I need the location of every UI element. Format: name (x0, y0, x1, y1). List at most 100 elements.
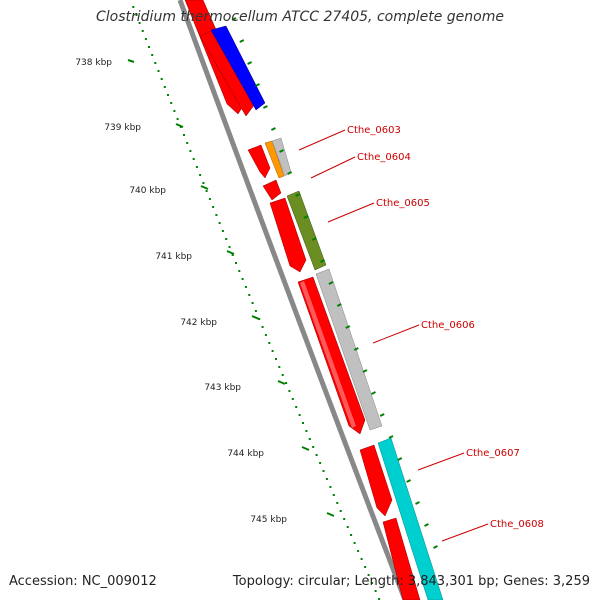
scale-minor-tick (367, 574, 370, 576)
scale-minor-tick (319, 462, 322, 464)
scale-minor-tick (322, 470, 325, 472)
scale-major-tick (127, 59, 135, 63)
outer-track-tick (311, 237, 317, 241)
scale-minor-tick (312, 446, 315, 448)
scale-minor-tick (371, 582, 374, 584)
scale-minor-tick (285, 382, 288, 384)
scale-minor-tick (325, 478, 328, 480)
outer-track-tick (371, 391, 376, 395)
genome-title: Clostridium thermocellum ATCC 27405, com… (96, 9, 504, 25)
gene-feature-blue (210, 25, 266, 111)
scale-minor-tick (281, 374, 284, 376)
outer-track-tick (415, 501, 420, 505)
outer-track-tick (397, 457, 403, 461)
scale-minor-tick (378, 598, 381, 600)
scale-minor-tick (251, 302, 254, 304)
scale-minor-tick (244, 286, 247, 288)
scale-minor-tick (154, 62, 157, 64)
scale-minor-tick (225, 238, 228, 240)
gene-label[interactable]: Cthe_0605 (376, 198, 430, 209)
outer-track-ticks (231, 17, 438, 549)
scale-minor-tick (183, 134, 185, 136)
outer-track-tick (379, 413, 385, 417)
scale-minor-tick (238, 270, 241, 272)
outer-track-tick (424, 523, 429, 527)
scale-minor-tick (151, 54, 154, 56)
scale-label: 742 kbp (180, 318, 217, 328)
scale-minor-tick (138, 22, 141, 24)
scale-minor-tick (205, 190, 208, 192)
outer-track-tick (353, 347, 359, 351)
scale-label: 740 kbp (129, 186, 166, 196)
scale-major-tick (301, 446, 310, 451)
scale-minor-tick (135, 14, 138, 16)
scale-minor-tick (357, 550, 360, 552)
scale-minor-tick (288, 390, 291, 392)
scale-minor-tick (336, 502, 339, 504)
scale-minor-tick (221, 230, 224, 232)
scale-minor-tick (160, 78, 163, 80)
gene-label[interactable]: Cthe_0607 (466, 448, 520, 459)
gene-feature-gray (315, 268, 383, 431)
scale-major-tick (251, 315, 260, 320)
scale-minor-tick (346, 526, 349, 528)
scale-minor-tick (148, 46, 150, 48)
gene-label[interactable]: Cthe_0608 (490, 519, 544, 530)
scale-minor-tick (302, 422, 304, 424)
gene-label[interactable]: Cthe_0606 (421, 320, 475, 331)
scale-minor-tick (305, 430, 308, 432)
scale-minor-tick (141, 30, 144, 32)
outer-track-tick (239, 39, 245, 43)
scale-minor-tick (195, 166, 198, 168)
gene-label-leader (310, 156, 356, 179)
scale-minor-tick (202, 182, 205, 184)
gene-label[interactable]: Cthe_0603 (347, 125, 401, 136)
scale-major-tick (175, 123, 184, 128)
scale-minor-tick (268, 342, 271, 344)
scale-minor-tick (360, 558, 363, 560)
scale-minor-tick (258, 318, 261, 320)
scale-label: 738 kbp (75, 58, 112, 68)
outer-track-tick (433, 545, 438, 549)
scale-minor-ticks (132, 6, 381, 600)
gene-feature-cyan (377, 437, 444, 600)
genome-summary-text: Topology: circular; Length: 3,843,301 bp… (232, 574, 590, 589)
scale-minor-tick (231, 254, 234, 256)
outer-track-tick (303, 215, 309, 219)
scale-minor-tick (353, 542, 356, 544)
cds-feature (269, 197, 307, 273)
scale-minor-tick (329, 486, 332, 488)
cds-feature (382, 517, 421, 600)
scale-minor-tick (248, 294, 251, 296)
scale-label: 739 kbp (104, 123, 141, 133)
cds-feature (359, 444, 393, 517)
scale-minor-tick (199, 174, 202, 176)
outer-track-tick (328, 281, 334, 285)
scale-minor-tick (170, 102, 173, 104)
gene-label-leader (372, 324, 420, 344)
scale-major-tick (226, 250, 235, 255)
gene-label[interactable]: Cthe_0604 (357, 152, 411, 163)
cds-feature (297, 276, 366, 435)
scale-minor-tick (364, 566, 367, 568)
scale-minor-tick (254, 310, 257, 312)
outer-track-tick (247, 61, 253, 65)
outer-track-tick (270, 127, 276, 131)
scale-minor-tick (228, 246, 231, 248)
scale-minor-tick (192, 158, 195, 160)
outer-track-tick (287, 171, 293, 175)
scale-minor-tick (176, 118, 179, 120)
scale-minor-tick (173, 110, 176, 112)
gene-feature-orange (264, 140, 285, 179)
outer-track-tick (320, 259, 325, 263)
outer-track-tick (362, 369, 368, 373)
cds-highlight (300, 281, 356, 428)
scale-minor-tick (208, 198, 211, 200)
scale-minor-tick (264, 334, 267, 336)
scale-minor-tick (189, 150, 192, 152)
outer-track-tick (336, 303, 342, 307)
outer-track-tick (231, 17, 237, 21)
scale-minor-tick (275, 358, 277, 360)
scale-minor-tick (241, 278, 244, 280)
